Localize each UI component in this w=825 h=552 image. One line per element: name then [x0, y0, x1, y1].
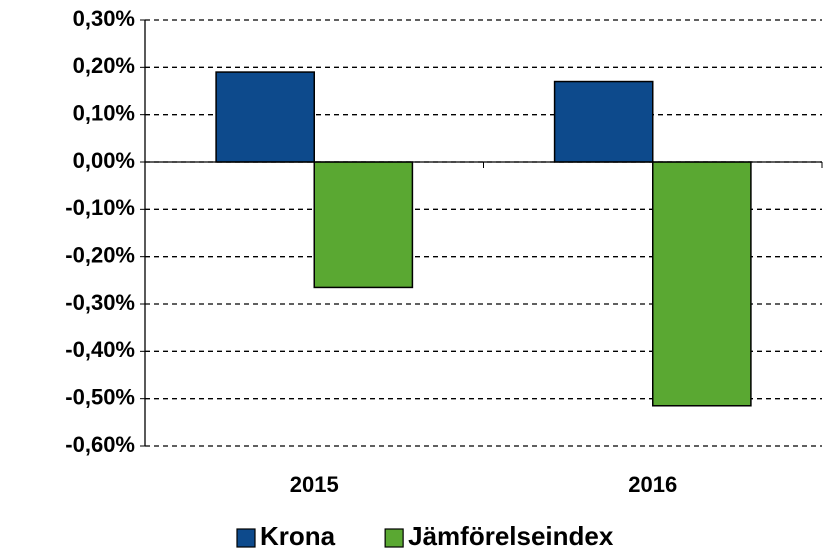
y-tick-label: 0,30%: [73, 6, 135, 31]
y-tick-label: -0,50%: [65, 384, 135, 409]
bar: [652, 161, 752, 407]
legend-swatch: [384, 528, 404, 548]
y-tick-label: -0,20%: [65, 242, 135, 267]
bar: [553, 80, 654, 163]
y-tick-label: 0,10%: [73, 100, 135, 125]
y-tick-label: 0,00%: [73, 148, 135, 173]
y-tick-label: -0,10%: [65, 195, 135, 220]
y-tick-label: -0,40%: [65, 337, 135, 362]
y-tick-label: -0,30%: [65, 290, 135, 315]
legend-label: Jämförelseindex: [408, 521, 614, 551]
y-tick-label: -0,60%: [65, 432, 135, 457]
bar: [313, 161, 414, 289]
x-tick-label: 2015: [290, 472, 339, 497]
bar: [215, 71, 316, 163]
legend-label: Krona: [260, 521, 336, 551]
x-tick-label: 2016: [628, 472, 677, 497]
legend-swatch: [236, 528, 256, 548]
y-tick-label: 0,20%: [73, 53, 135, 78]
